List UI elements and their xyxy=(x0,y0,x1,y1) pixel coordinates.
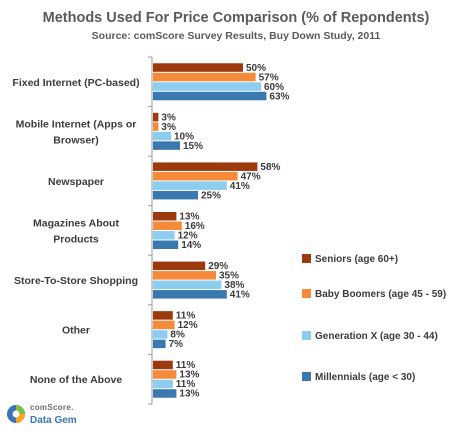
category-label-line: Magazines About xyxy=(33,218,119,230)
category-label: Fixed Internet (PC-based) xyxy=(12,77,139,89)
bar xyxy=(153,221,182,230)
bar xyxy=(153,231,175,240)
bar xyxy=(153,389,177,398)
data-label: 13% xyxy=(179,212,199,223)
data-label: 14% xyxy=(181,240,201,251)
legend-label: Baby Boomers (age 45 - 59) xyxy=(315,289,446,300)
bar xyxy=(153,82,261,91)
category-label-line: Browser) xyxy=(53,134,99,146)
data-label: 60% xyxy=(264,82,284,93)
bar xyxy=(153,280,222,290)
bar xyxy=(153,190,198,200)
bar xyxy=(153,181,227,190)
category-label: Magazines About Products xyxy=(33,218,119,246)
data-label: 13% xyxy=(179,389,199,400)
category-label-line: Other xyxy=(62,325,90,337)
y-axis-ticks xyxy=(148,56,152,405)
comscore-logo: comScore. Data Gem xyxy=(7,403,77,426)
data-label: 35% xyxy=(219,271,239,282)
data-label: 8% xyxy=(170,330,185,341)
bar xyxy=(153,171,238,181)
bar xyxy=(153,141,180,150)
bar xyxy=(153,290,227,299)
data-label: 13% xyxy=(179,370,199,381)
chart-title: Methods Used For Price Comparison (% of … xyxy=(43,10,430,26)
bar xyxy=(153,311,173,320)
category-label: None of the Above xyxy=(30,374,123,386)
data-label: 16% xyxy=(185,221,205,232)
legend-swatch xyxy=(302,372,311,381)
brand-line-2: Data Gem xyxy=(30,415,77,426)
data-label: 47% xyxy=(241,171,261,182)
legend-swatch xyxy=(302,331,311,340)
data-label: 12% xyxy=(178,320,198,331)
bar xyxy=(153,261,206,271)
legend: Seniors (age 60+) Baby Boomers (age 45 - … xyxy=(302,254,446,383)
bar xyxy=(153,240,179,249)
bar xyxy=(153,91,267,101)
bar xyxy=(153,339,166,349)
data-label: 11% xyxy=(176,379,196,390)
category-label-line: Store-To-Store Shopping xyxy=(14,275,138,287)
category-label: Store-To-Store Shopping xyxy=(14,275,138,287)
category-label: Other xyxy=(62,325,90,337)
bar xyxy=(153,122,159,131)
bar xyxy=(153,63,243,72)
bar xyxy=(153,212,177,221)
data-label: 29% xyxy=(208,261,228,272)
data-label: 11% xyxy=(176,311,196,322)
category-labels: Fixed Internet (PC-based) Mobile Internet… xyxy=(12,77,139,386)
brand-line-1: comScore. xyxy=(30,403,74,412)
category-label: Newspaper xyxy=(48,176,104,188)
legend-label: Seniors (age 60+) xyxy=(315,254,398,265)
data-label: 41% xyxy=(230,181,250,192)
bar xyxy=(153,112,159,122)
data-label: 38% xyxy=(224,280,244,291)
data-label: 15% xyxy=(183,141,203,152)
bar xyxy=(153,330,168,339)
data-label: 10% xyxy=(174,131,194,142)
bar xyxy=(153,379,173,389)
bar xyxy=(153,72,256,82)
legend-swatch xyxy=(302,254,311,263)
legend-swatch xyxy=(302,289,311,298)
bars xyxy=(153,63,267,398)
category-label-line: Newspaper xyxy=(48,176,104,188)
bar xyxy=(153,320,175,330)
data-labels: 50%57%60%63%3%3%10%15%58%47%41%25%13%16%… xyxy=(161,63,289,400)
legend-label: Millennials (age < 30) xyxy=(315,372,415,383)
category-label-line: Mobile Internet (Apps or xyxy=(16,118,137,130)
category-label: Mobile Internet (Apps or Browser) xyxy=(16,118,137,146)
data-label: 3% xyxy=(161,122,176,133)
data-label: 57% xyxy=(259,72,279,83)
category-label-line: None of the Above xyxy=(30,374,123,386)
data-label: 50% xyxy=(246,63,266,74)
bar xyxy=(153,271,216,280)
data-label: 63% xyxy=(269,91,289,102)
bar xyxy=(153,162,258,171)
legend-label: Generation X (age 30 - 44) xyxy=(315,331,438,342)
data-label: 41% xyxy=(230,290,250,301)
bar xyxy=(153,360,173,370)
chart-subtitle: Source: comScore Survey Results, Buy Dow… xyxy=(92,30,381,42)
bar xyxy=(153,131,171,141)
data-label: 11% xyxy=(176,360,196,371)
category-label-line: Products xyxy=(53,234,99,246)
data-label: 12% xyxy=(178,231,198,242)
data-label: 3% xyxy=(161,112,176,123)
category-label-line: Fixed Internet (PC-based) xyxy=(12,77,139,89)
bar xyxy=(153,370,177,379)
data-label: 25% xyxy=(201,190,221,201)
comscore-logo-icon xyxy=(7,405,25,423)
data-label: 7% xyxy=(169,339,184,350)
data-label: 58% xyxy=(260,162,280,173)
